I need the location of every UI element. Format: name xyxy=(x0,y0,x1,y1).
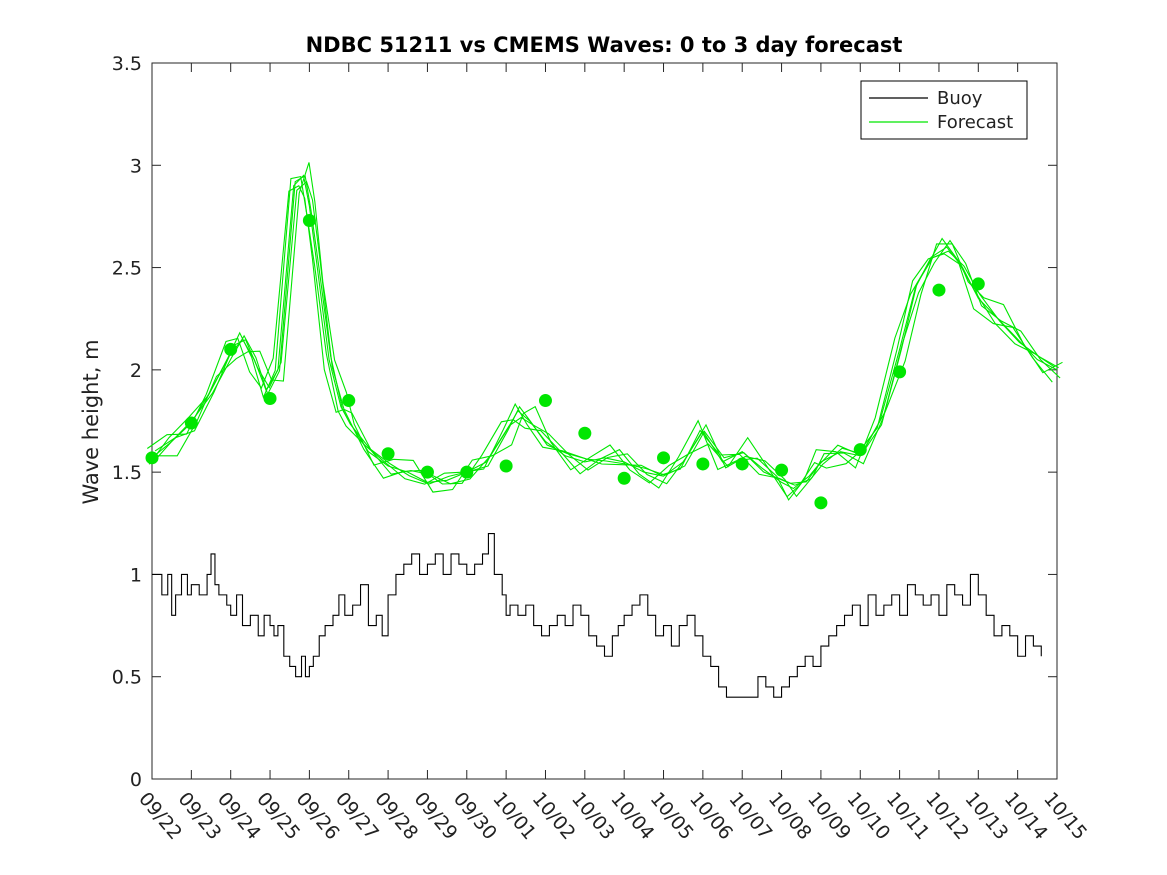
y-axis-label: Wave height, m xyxy=(79,339,103,504)
y-tick-label: 1.5 xyxy=(112,462,142,484)
forecast-point xyxy=(499,459,513,473)
forecast-point xyxy=(578,426,592,440)
series-line-forecast-3 xyxy=(157,162,1063,498)
y-tick-labels: 0 0.5 1 1.5 2 2.5 3 3.5 xyxy=(112,53,142,791)
y-tick-label: 2.5 xyxy=(112,258,142,280)
forecast-point xyxy=(853,443,867,457)
forecast-point xyxy=(932,283,946,297)
forecast-point xyxy=(814,496,828,510)
legend-label-buoy: Buoy xyxy=(937,88,983,109)
series-line-buoy xyxy=(152,532,1042,698)
series-line-forecast-4 xyxy=(146,185,1053,501)
forecast-point xyxy=(617,471,631,485)
forecast-point xyxy=(775,463,789,477)
legend-box xyxy=(860,80,1028,140)
forecast-point xyxy=(420,465,434,479)
forecast-point xyxy=(263,391,277,405)
legend-label-forecast: Forecast xyxy=(937,112,1013,133)
forecast-point xyxy=(971,277,985,291)
series-line-forecast-2 xyxy=(148,175,1055,485)
forecast-point xyxy=(696,457,710,471)
chart-title: NDBC 51211 vs CMEMS Waves: 0 to 3 day fo… xyxy=(306,33,903,57)
forecast-point xyxy=(302,214,316,228)
forecast-point xyxy=(893,365,907,379)
y-tick-label: 3 xyxy=(130,155,142,177)
forecast-point xyxy=(460,465,474,479)
y-tick-label: 2 xyxy=(130,360,142,382)
forecast-point xyxy=(657,451,671,465)
y-tick-label: 3.5 xyxy=(112,53,142,75)
axes-frame xyxy=(151,62,1058,780)
y-tick-label: 0 xyxy=(130,769,142,791)
y-tick-label: 0.5 xyxy=(112,667,142,689)
forecast-point xyxy=(342,394,356,408)
y-tick-label: 1 xyxy=(130,564,142,586)
series-line-forecast-0 xyxy=(151,174,1058,490)
series-line-forecast-5 xyxy=(153,174,1059,486)
plot-area-border xyxy=(151,62,1058,780)
forecast-point xyxy=(184,416,198,430)
forecast-point xyxy=(224,342,238,356)
series-layer xyxy=(145,162,1063,698)
forecast-point xyxy=(381,447,395,461)
forecast-point xyxy=(538,394,552,408)
forecast-point xyxy=(735,457,749,471)
legend: Buoy Forecast xyxy=(860,80,1028,140)
forecast-point xyxy=(145,451,159,465)
